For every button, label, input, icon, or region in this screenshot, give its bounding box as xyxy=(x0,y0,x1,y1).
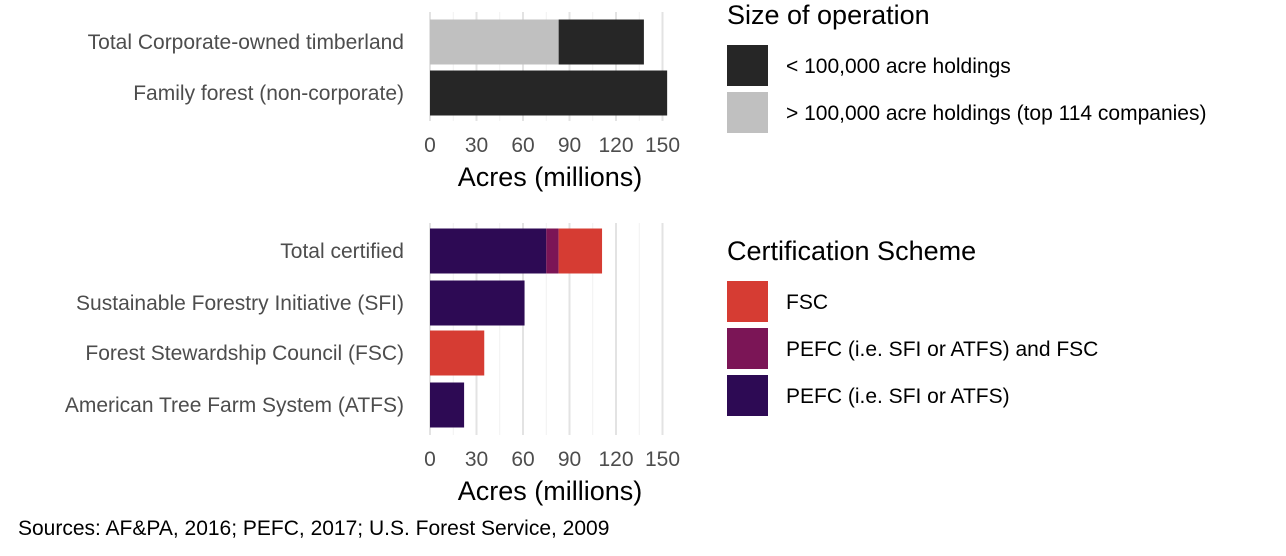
x-axis-title: Acres (millions) xyxy=(458,162,643,192)
bar xyxy=(430,19,559,65)
legend-label: < 100,000 acre holdings xyxy=(786,55,1011,78)
legend-label: PEFC (i.e. SFI or ATFS) and FSC xyxy=(786,338,1098,361)
legend-swatch xyxy=(727,328,768,369)
category-label: Forest Stewardship Council (FSC) xyxy=(85,342,404,365)
x-tick-label: 120 xyxy=(598,448,633,471)
x-tick-label: 60 xyxy=(511,448,534,471)
x-tick-label: 30 xyxy=(465,134,488,157)
x-tick-label: 90 xyxy=(558,134,581,157)
x-tick-label: 90 xyxy=(558,448,581,471)
legend-title: Certification Scheme xyxy=(727,236,976,266)
legend-swatch xyxy=(727,45,768,86)
bar xyxy=(558,228,603,274)
category-label: American Tree Farm System (ATFS) xyxy=(65,394,404,417)
bar xyxy=(546,228,559,274)
legend-title: Size of operation xyxy=(727,0,930,30)
legend-label: > 100,000 acre holdings (top 114 compani… xyxy=(786,102,1206,125)
category-label: Total Corporate-owned timberland xyxy=(88,31,404,54)
x-tick-label: 30 xyxy=(465,448,488,471)
legend-swatch xyxy=(727,92,768,133)
x-tick-label: 150 xyxy=(645,448,680,471)
legend-label: FSC xyxy=(786,291,828,314)
x-tick-label: 60 xyxy=(511,134,534,157)
x-axis-title: Acres (millions) xyxy=(458,476,643,506)
bar xyxy=(430,70,668,116)
x-tick-label: 150 xyxy=(645,134,680,157)
bar xyxy=(430,330,485,376)
x-tick-label: 120 xyxy=(598,134,633,157)
bar xyxy=(430,228,547,274)
legend-label: PEFC (i.e. SFI or ATFS) xyxy=(786,385,1010,408)
legend-swatch xyxy=(727,281,768,322)
bar xyxy=(430,280,525,326)
category-label: Family forest (non-corporate) xyxy=(133,82,404,105)
source-caption: Sources: AF&PA, 2016; PEFC, 2017; U.S. F… xyxy=(18,517,610,540)
x-tick-label: 0 xyxy=(424,134,436,157)
category-label: Total certified xyxy=(280,240,404,263)
category-label: Sustainable Forestry Initiative (SFI) xyxy=(76,292,404,315)
bar xyxy=(430,382,465,428)
x-tick-label: 0 xyxy=(424,448,436,471)
legend-swatch xyxy=(727,375,768,416)
bar xyxy=(558,19,644,65)
